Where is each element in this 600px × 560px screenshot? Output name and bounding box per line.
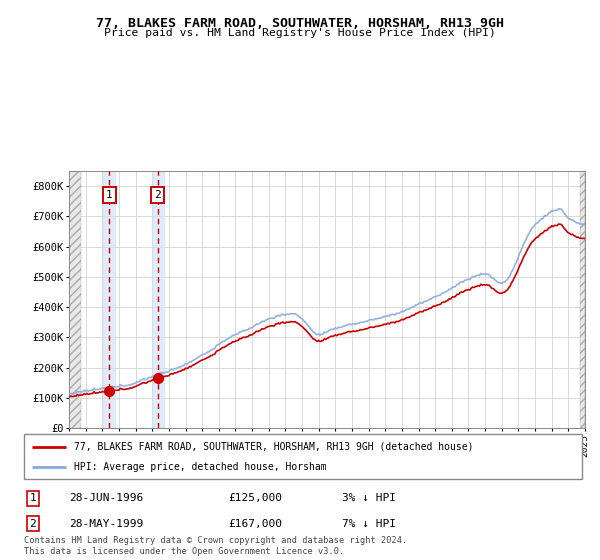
- Text: £167,000: £167,000: [228, 519, 282, 529]
- Text: 77, BLAKES FARM ROAD, SOUTHWATER, HORSHAM, RH13 9GH (detached house): 77, BLAKES FARM ROAD, SOUTHWATER, HORSHA…: [74, 441, 474, 451]
- Text: Contains HM Land Registry data © Crown copyright and database right 2024.: Contains HM Land Registry data © Crown c…: [24, 536, 407, 545]
- Bar: [580, 171, 585, 428]
- Bar: [69, 171, 80, 428]
- Text: HPI: Average price, detached house, Horsham: HPI: Average price, detached house, Hors…: [74, 461, 327, 472]
- Text: Price paid vs. HM Land Registry's House Price Index (HPI): Price paid vs. HM Land Registry's House …: [104, 28, 496, 38]
- Text: 28-JUN-1996: 28-JUN-1996: [69, 493, 143, 503]
- FancyBboxPatch shape: [24, 434, 582, 479]
- Text: This data is licensed under the Open Government Licence v3.0.: This data is licensed under the Open Gov…: [24, 547, 344, 556]
- Text: 1: 1: [29, 493, 37, 503]
- Text: 1: 1: [106, 190, 113, 200]
- Text: 3% ↓ HPI: 3% ↓ HPI: [342, 493, 396, 503]
- Text: 7% ↓ HPI: 7% ↓ HPI: [342, 519, 396, 529]
- Text: 77, BLAKES FARM ROAD, SOUTHWATER, HORSHAM, RH13 9GH: 77, BLAKES FARM ROAD, SOUTHWATER, HORSHA…: [96, 17, 504, 30]
- Text: 2: 2: [29, 519, 37, 529]
- Bar: [152, 171, 164, 428]
- Text: 28-MAY-1999: 28-MAY-1999: [69, 519, 143, 529]
- Bar: [103, 171, 115, 428]
- Text: £125,000: £125,000: [228, 493, 282, 503]
- Text: 2: 2: [154, 190, 161, 200]
